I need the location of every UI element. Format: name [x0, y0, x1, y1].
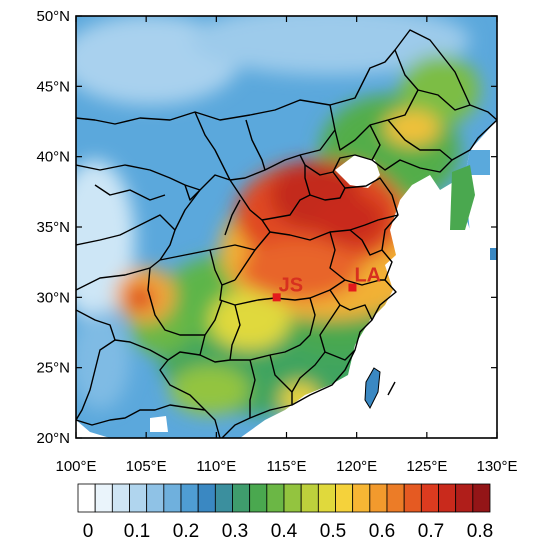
lat-label: 45°N [36, 78, 70, 95]
colorbar-swatch [232, 483, 251, 513]
colorbar-swatch [335, 483, 354, 513]
lon-label: 100°E [55, 458, 96, 475]
lon-label: 130°E [476, 458, 517, 475]
colorbar-swatch [352, 483, 371, 513]
colorbar-tick-label: 0.2 [173, 521, 199, 542]
lon-label: 115°E [267, 458, 307, 475]
colorbar-swatch [317, 483, 336, 513]
latitude-labels: 50°N 45°N 40°N 35°N 30°N 25°N 20°N [36, 8, 70, 447]
lat-label: 40°N [36, 149, 70, 166]
colorbar-swatch [386, 483, 405, 513]
colorbar-swatch [369, 483, 388, 513]
colorbar-swatch [403, 483, 422, 513]
colorbar-swatch [455, 483, 474, 513]
colorbar-swatch [420, 483, 439, 513]
colorbar-tick-label: 0.3 [222, 521, 248, 542]
lon-label: 110°E [196, 458, 236, 475]
colorbar-swatch [163, 483, 182, 513]
colorbar-swatch [197, 483, 216, 513]
colorbar-swatch [180, 483, 199, 513]
lon-label: 125°E [406, 458, 447, 475]
colorbar-swatch [77, 483, 96, 513]
site-marker [348, 283, 357, 292]
province-boundaries [76, 29, 497, 438]
lon-label: 120°E [336, 458, 377, 475]
colorbar-tick-label: 0.4 [271, 521, 298, 542]
colorbar-swatch [283, 483, 302, 513]
colorbar-swatch [472, 483, 491, 513]
colorbar-tick-label: 0.5 [320, 521, 346, 542]
colorbar-labels: 0 0.1 0.2 0.3 0.4 0.5 0.6 0.7 0.8 [83, 521, 494, 542]
colorbar [77, 483, 491, 513]
colorbar-swatch [129, 483, 148, 513]
lat-label: 20°N [36, 430, 70, 447]
axis-ticks [75, 15, 498, 439]
colorbar-swatch [214, 483, 233, 513]
site-marker [272, 293, 281, 302]
colorbar-tick-label: 0.8 [467, 521, 493, 542]
colorbar-swatch [146, 483, 165, 513]
lat-label: 25°N [36, 360, 70, 377]
colorbar-tick-label: 0.6 [369, 521, 395, 542]
colorbar-tick-label: 0.1 [124, 521, 150, 542]
colorbar-tick-label: 0.7 [418, 521, 444, 542]
concentration-field [76, 16, 497, 438]
lat-label: 50°N [36, 8, 70, 25]
site-label: LA [354, 264, 381, 286]
site-markers: JS LA [272, 264, 381, 302]
lat-label: 35°N [36, 219, 70, 236]
colorbar-swatch [266, 483, 285, 513]
lon-label: 105°E [126, 458, 167, 475]
colorbar-tick-label: 0 [83, 521, 94, 542]
colorbar-swatch [300, 483, 319, 513]
colorbar-swatch [94, 483, 113, 513]
site-label: JS [279, 274, 303, 296]
colorbar-swatch [249, 483, 268, 513]
colorbar-swatch [111, 483, 130, 513]
longitude-labels: 100°E 105°E 110°E 115°E 120°E 125°E 130°E [55, 458, 517, 475]
colorbar-swatch [438, 483, 457, 513]
lat-label: 30°N [36, 289, 70, 306]
